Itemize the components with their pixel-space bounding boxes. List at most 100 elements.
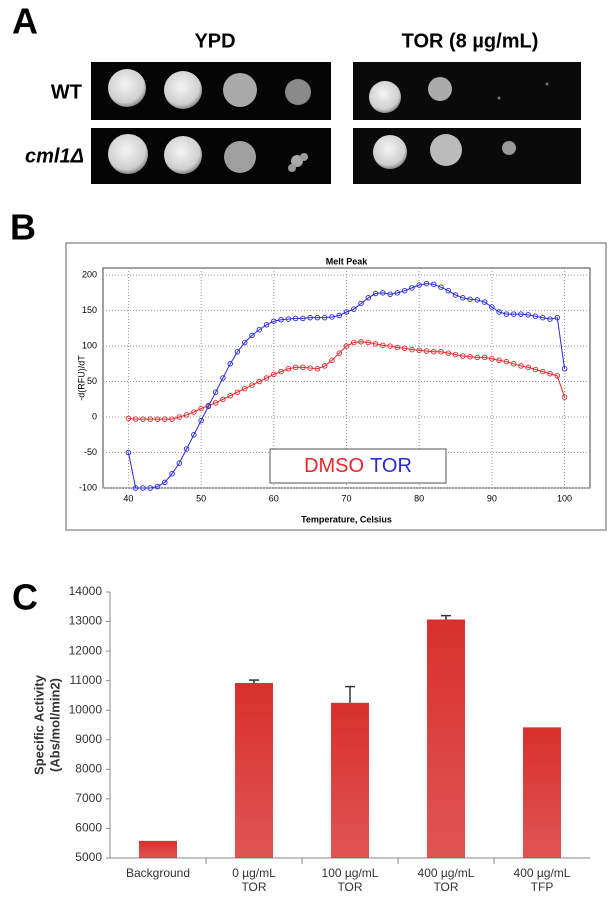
data-point (220, 396, 226, 403)
data-point (227, 392, 233, 399)
data-point (532, 366, 539, 373)
data-point (489, 304, 495, 310)
data-point (278, 317, 284, 323)
panel-label: B (10, 207, 36, 248)
x-tick-label: 400 µg/mL TOR (417, 866, 475, 894)
data-point (183, 412, 190, 418)
data-point (409, 285, 415, 291)
x-tick-label: 400 µg/mL TFP (513, 866, 571, 894)
data-point (467, 296, 473, 302)
y-tick-label: 150 (82, 305, 97, 315)
data-point (561, 394, 568, 400)
y-axis-label: (Abs/mol/min2) (47, 678, 62, 772)
legend-box (269, 448, 447, 484)
y-tick-label: 7000 (75, 791, 102, 805)
data-point (351, 339, 357, 346)
data-point (343, 343, 350, 349)
x-axis-label: Temperature, Celsius (301, 514, 392, 524)
y-tick-label: -100 (79, 482, 97, 492)
data-point (140, 416, 146, 422)
data-point (162, 479, 168, 486)
data-point (394, 344, 401, 351)
data-point (271, 371, 277, 378)
data-point (452, 351, 459, 358)
data-point (147, 416, 153, 422)
data-point (278, 368, 284, 375)
data-point (547, 316, 553, 322)
data-point (343, 309, 350, 315)
chart-frame (65, 242, 607, 531)
x-tick-label: 90 (487, 493, 497, 503)
data-point (496, 309, 502, 315)
y-tick-label: 200 (82, 269, 97, 279)
data-point (452, 292, 459, 298)
data-point (380, 342, 386, 349)
x-tick-label: 100 (557, 493, 572, 503)
data-point (394, 290, 401, 296)
data-point (358, 300, 364, 307)
bar (331, 702, 369, 858)
panel-label: A (12, 1, 38, 42)
legend-text: DMSO TOR (304, 455, 412, 477)
legend: DMSO TOR (269, 448, 447, 484)
data-point (300, 364, 306, 371)
data-point (496, 357, 502, 364)
data-point (387, 291, 393, 298)
data-point (307, 365, 313, 371)
y-tick-label: 11000 (70, 673, 103, 687)
data-point (285, 316, 292, 322)
error-bar (345, 685, 355, 703)
data-point (554, 314, 561, 321)
data-point (481, 299, 488, 305)
x-tick-label: 70 (341, 493, 351, 503)
series-line (128, 341, 566, 420)
y-tick-label: 0 (92, 411, 97, 421)
data-point (525, 364, 531, 371)
data-point (191, 409, 197, 415)
data-point (510, 361, 517, 367)
error-bar (249, 679, 259, 684)
y-axis-label: Specific Activity (31, 674, 46, 775)
data-point (365, 339, 372, 346)
data-point (358, 339, 364, 345)
data-point (183, 446, 190, 452)
data-point (249, 382, 255, 388)
legend-entry: DMSO (304, 455, 364, 477)
data-point (234, 348, 241, 355)
legend-entry: TOR (370, 455, 412, 477)
data-point (169, 471, 175, 477)
y-tick-label: -50 (84, 447, 97, 457)
data-point (430, 281, 437, 288)
y-tick-label: 5000 (75, 850, 102, 864)
data-point (125, 449, 132, 456)
data-point (372, 290, 379, 297)
panel-label: C (12, 577, 38, 618)
data-point (162, 416, 168, 422)
data-point (540, 314, 546, 321)
x-tick-label: 80 (414, 493, 424, 503)
data-point (285, 366, 292, 372)
y-tick-label: 10000 (69, 702, 103, 716)
data-point (154, 483, 161, 490)
data-point (401, 287, 408, 294)
data-point (292, 364, 299, 371)
y-tick-label: 9000 (75, 732, 102, 746)
x-tick-label: 40 (123, 493, 133, 503)
data-point (321, 314, 328, 321)
data-point (525, 312, 531, 318)
data-point (176, 414, 183, 420)
chart-title: Melt Peak (326, 256, 369, 266)
data-point (271, 318, 277, 324)
data-point (212, 389, 219, 395)
data-point (518, 311, 524, 317)
data-point (307, 314, 313, 321)
data-point (547, 370, 553, 377)
data-point (510, 311, 517, 317)
data-point (474, 297, 481, 303)
data-point (416, 282, 422, 288)
data-point (423, 280, 430, 287)
x-tick-label: 0 µg/mL TOR (232, 866, 276, 894)
data-point (321, 363, 328, 369)
